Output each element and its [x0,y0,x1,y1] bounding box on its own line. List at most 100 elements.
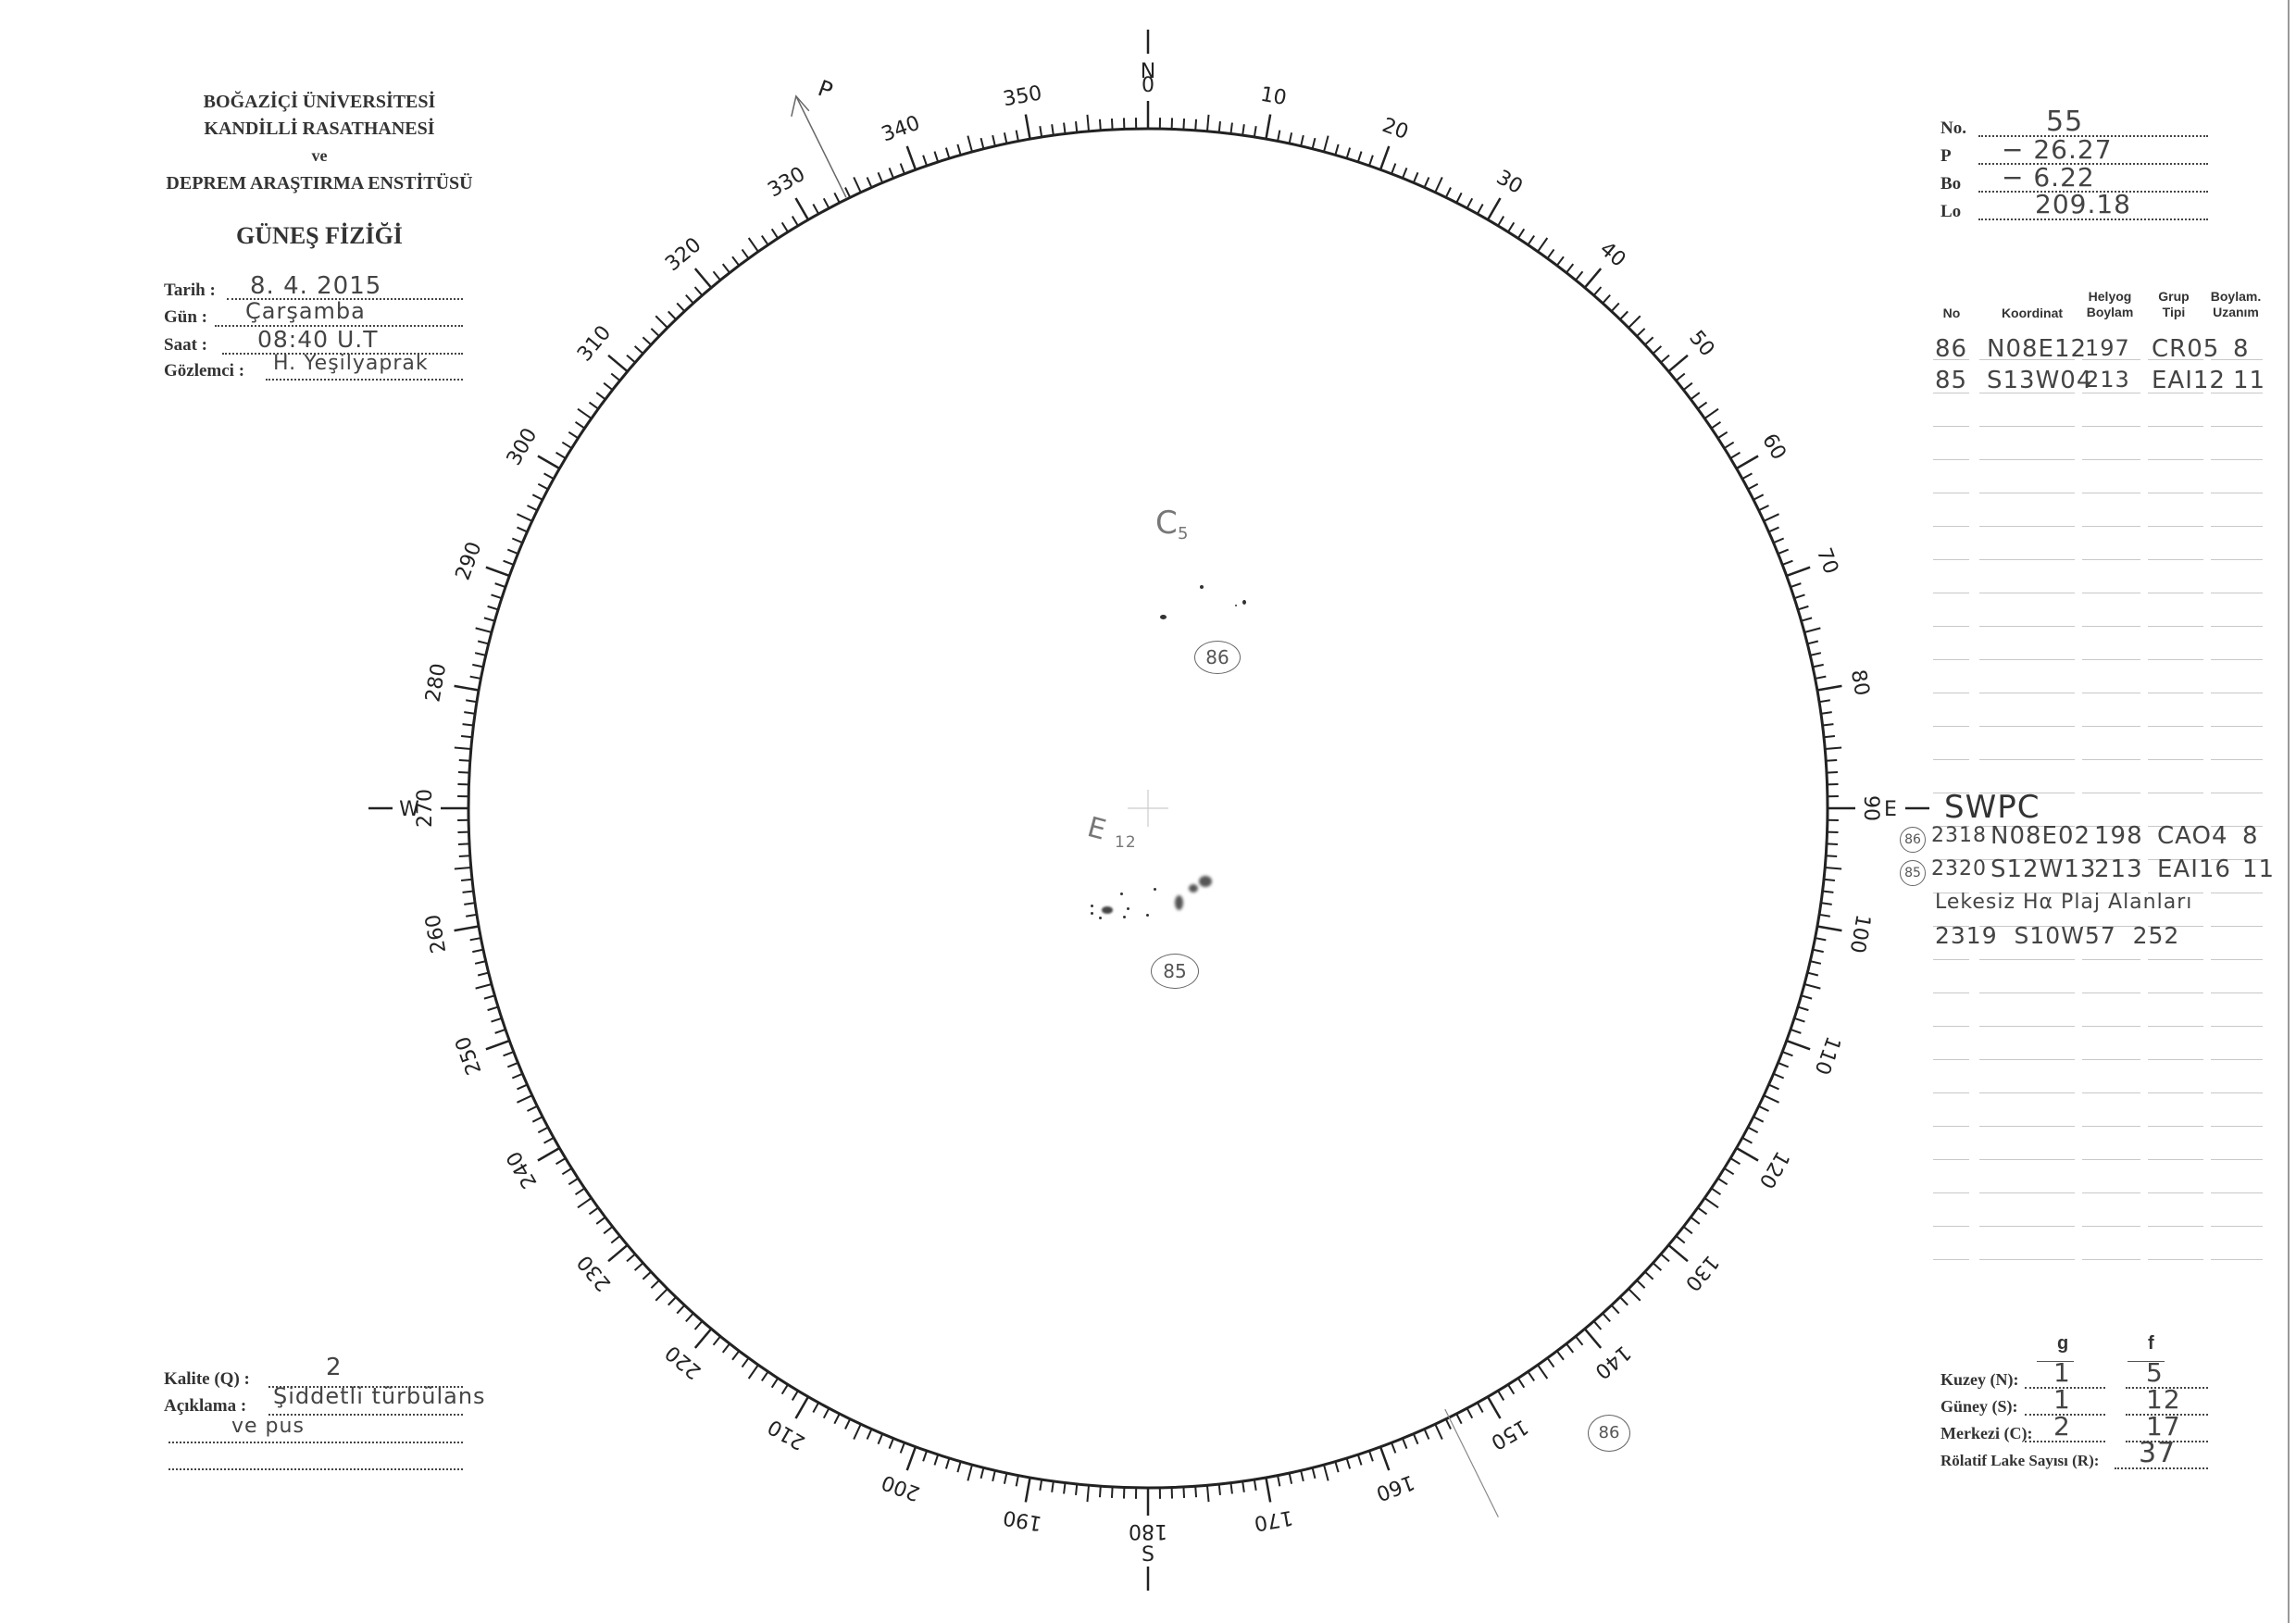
dial-tick [1024,1477,1031,1503]
table-rule [1979,626,2075,627]
dial-label: 270 [414,789,437,828]
lo-value[interactable]: 209.18 [2035,189,2131,219]
table-rule [2148,1092,2203,1093]
dial-tick [1773,537,1785,544]
dial-tick [1602,293,1611,305]
table-rule [2148,759,2203,760]
no-value[interactable]: 55 [2046,106,2084,138]
p-axis-line [795,95,847,198]
dial-tick [1820,902,1832,905]
dial-label: 350 [1002,81,1044,111]
table-rule [2148,426,2203,427]
dial-tick [1790,1029,1802,1034]
dial-tick [1610,302,1620,312]
date-label: Tarih : [164,281,216,300]
aciklama-label: Açıklama : [164,1396,247,1416]
table-rule [2082,626,2140,627]
f-value[interactable]: 12 [2146,1384,2181,1415]
table-rule [1933,559,1969,560]
dial-tick [517,513,533,522]
g-value[interactable]: 1 [2053,1357,2071,1388]
dial-tick [822,197,830,209]
dial-tick [1583,268,1603,289]
dial-tick [511,537,523,544]
dial-tick [1736,455,1759,470]
dial-tick [603,381,614,391]
f-value[interactable]: 17 [2146,1411,2181,1442]
dial-tick [1444,187,1452,198]
dial-tick [561,441,573,449]
table-rule [1979,1159,2075,1160]
col-header-no: No [1942,306,1961,320]
kalite-value[interactable]: 2 [326,1354,343,1381]
group85-id: 85 [1151,954,1199,989]
table-rule [2148,1126,2203,1127]
dial-label: 120 [1754,1147,1794,1192]
sunspot [1160,615,1167,619]
f-header-rule [2128,1361,2165,1362]
f-value[interactable]: 5 [2146,1357,2164,1388]
table-rule [1933,426,1969,427]
aciklama-value-1[interactable]: Şiddetli türbülans [273,1383,486,1409]
table-rule [1933,1192,1969,1193]
p-value[interactable]: − 26.27 [2002,134,2113,165]
swpc-extent: 11 [2242,855,2276,883]
dial-tick [454,925,480,932]
dial-tick [537,455,560,470]
date-line [227,298,463,300]
bo-value[interactable]: − 6.22 [2002,162,2095,193]
table-rule [2148,926,2203,927]
swpc-lon: 198 [2094,822,2143,850]
g-value[interactable]: 2 [2053,1411,2071,1442]
dial-tick [466,913,478,918]
dial-label: 150 [1487,1415,1532,1454]
observer-line [266,379,463,381]
table-rule [2211,1126,2263,1127]
dial-label: 330 [764,163,809,203]
dial-tick [685,1312,694,1323]
table-rule [1933,1259,1969,1260]
dial-tick [794,1396,810,1419]
dial-tick [1797,1005,1809,1012]
dial-tick [454,746,471,751]
table-rule [2211,1259,2263,1260]
dial-tick [503,1051,515,1057]
table-rule [1979,959,2075,960]
dial-tick [1497,1390,1505,1401]
dial-tick [491,593,503,600]
table-rule [1933,659,1969,660]
dial-tick [693,1320,704,1330]
dial-tick [1024,114,1031,140]
dial-tick [1741,1136,1753,1144]
date-value[interactable]: 8. 4. 2015 [250,272,382,300]
dial-tick [1768,526,1779,533]
dial-tick [1368,1450,1374,1462]
table-rule [2082,1192,2140,1193]
table-rule [2148,659,2203,660]
table-rule [1979,759,2075,760]
day-value[interactable]: Çarşamba [245,298,366,324]
table-rule [1933,1059,1969,1060]
dial-tick [1003,1472,1008,1484]
observer-value[interactable]: H. Yeşilyaprak [273,352,429,375]
dial-tick [693,1328,713,1349]
table-rule [2148,1192,2203,1193]
table-rule [2082,1159,2140,1160]
dial-tick [1182,1486,1186,1499]
dial-tick [1098,119,1102,131]
dial-tick [1391,1442,1397,1454]
table-rule [1933,626,1969,627]
dial-tick [457,843,470,846]
aciklama-value-2[interactable]: ve pus [231,1415,305,1438]
dial-tick [568,431,579,440]
col-header-koordinat: Koordinat [2001,306,2064,320]
dial-tick [1194,119,1198,131]
relative-value[interactable]: 37 [2139,1437,2177,1469]
time-value[interactable]: 08:40 U.T [257,326,379,353]
institution-line-1: BOĞAZİÇİ ÜNİVERSİTESİ [203,92,436,112]
dial-tick [1300,1469,1304,1482]
dial-tick [1507,1383,1516,1395]
dial-tick [877,1433,884,1445]
dial-tick [1497,216,1505,227]
g-value[interactable]: 1 [2053,1384,2071,1415]
